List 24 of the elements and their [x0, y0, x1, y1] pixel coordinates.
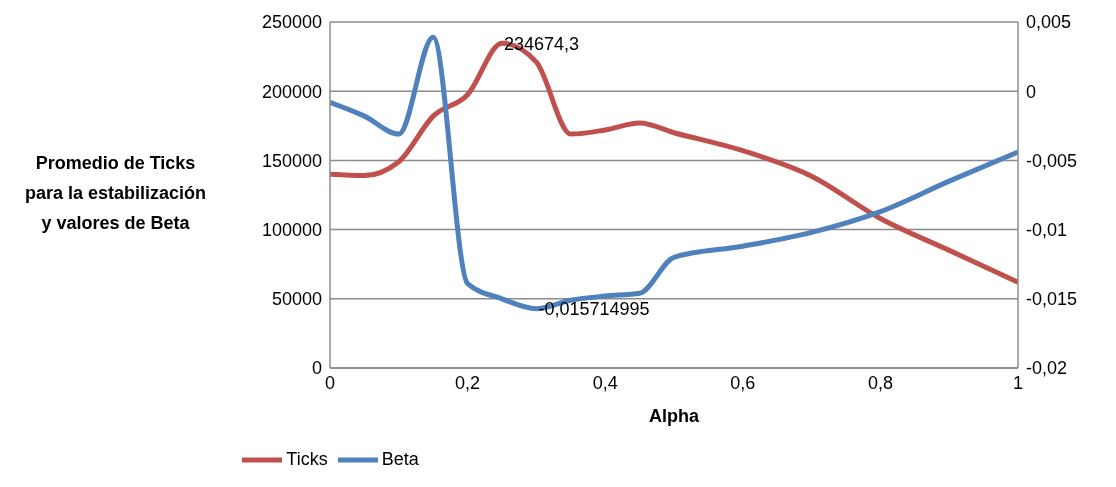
y2-tick-label: -0,015 [1026, 289, 1078, 310]
y-tick-label: 100000 [261, 219, 322, 240]
y2-tick-label: -0,01 [1026, 219, 1068, 240]
legend-label: Ticks [286, 448, 328, 469]
y2-tick-label: -0,02 [1026, 358, 1068, 379]
y-tick-label: 200000 [261, 81, 322, 102]
y-tick-label: 50000 [271, 289, 322, 310]
y2-tick-label: 0 [1026, 81, 1037, 102]
x-tick-label: 0,4 [592, 372, 618, 393]
y-tick-label: 150000 [261, 150, 322, 171]
y-tick-label: 0 [311, 358, 322, 379]
y2-tick-label: 0,005 [1026, 12, 1072, 33]
x-tick-label: 0,6 [730, 372, 756, 393]
x-axis-title: Alpha [648, 406, 700, 426]
y2-tick-label: -0,005 [1026, 150, 1078, 171]
x-tick-label: 0,8 [867, 372, 893, 393]
data-label: 234674,3 [504, 33, 580, 54]
y-tick-label: 250000 [261, 12, 322, 33]
x-tick-label: 1 [1012, 372, 1024, 393]
legend-label: Beta [381, 448, 419, 469]
x-tick-label: 0,2 [455, 372, 481, 393]
y-axis-title: Promedio de Ticks para la estabilización y valores de Beta [23, 152, 208, 235]
data-label: -0,015714995 [538, 299, 650, 320]
x-tick-label: 0 [324, 372, 336, 393]
